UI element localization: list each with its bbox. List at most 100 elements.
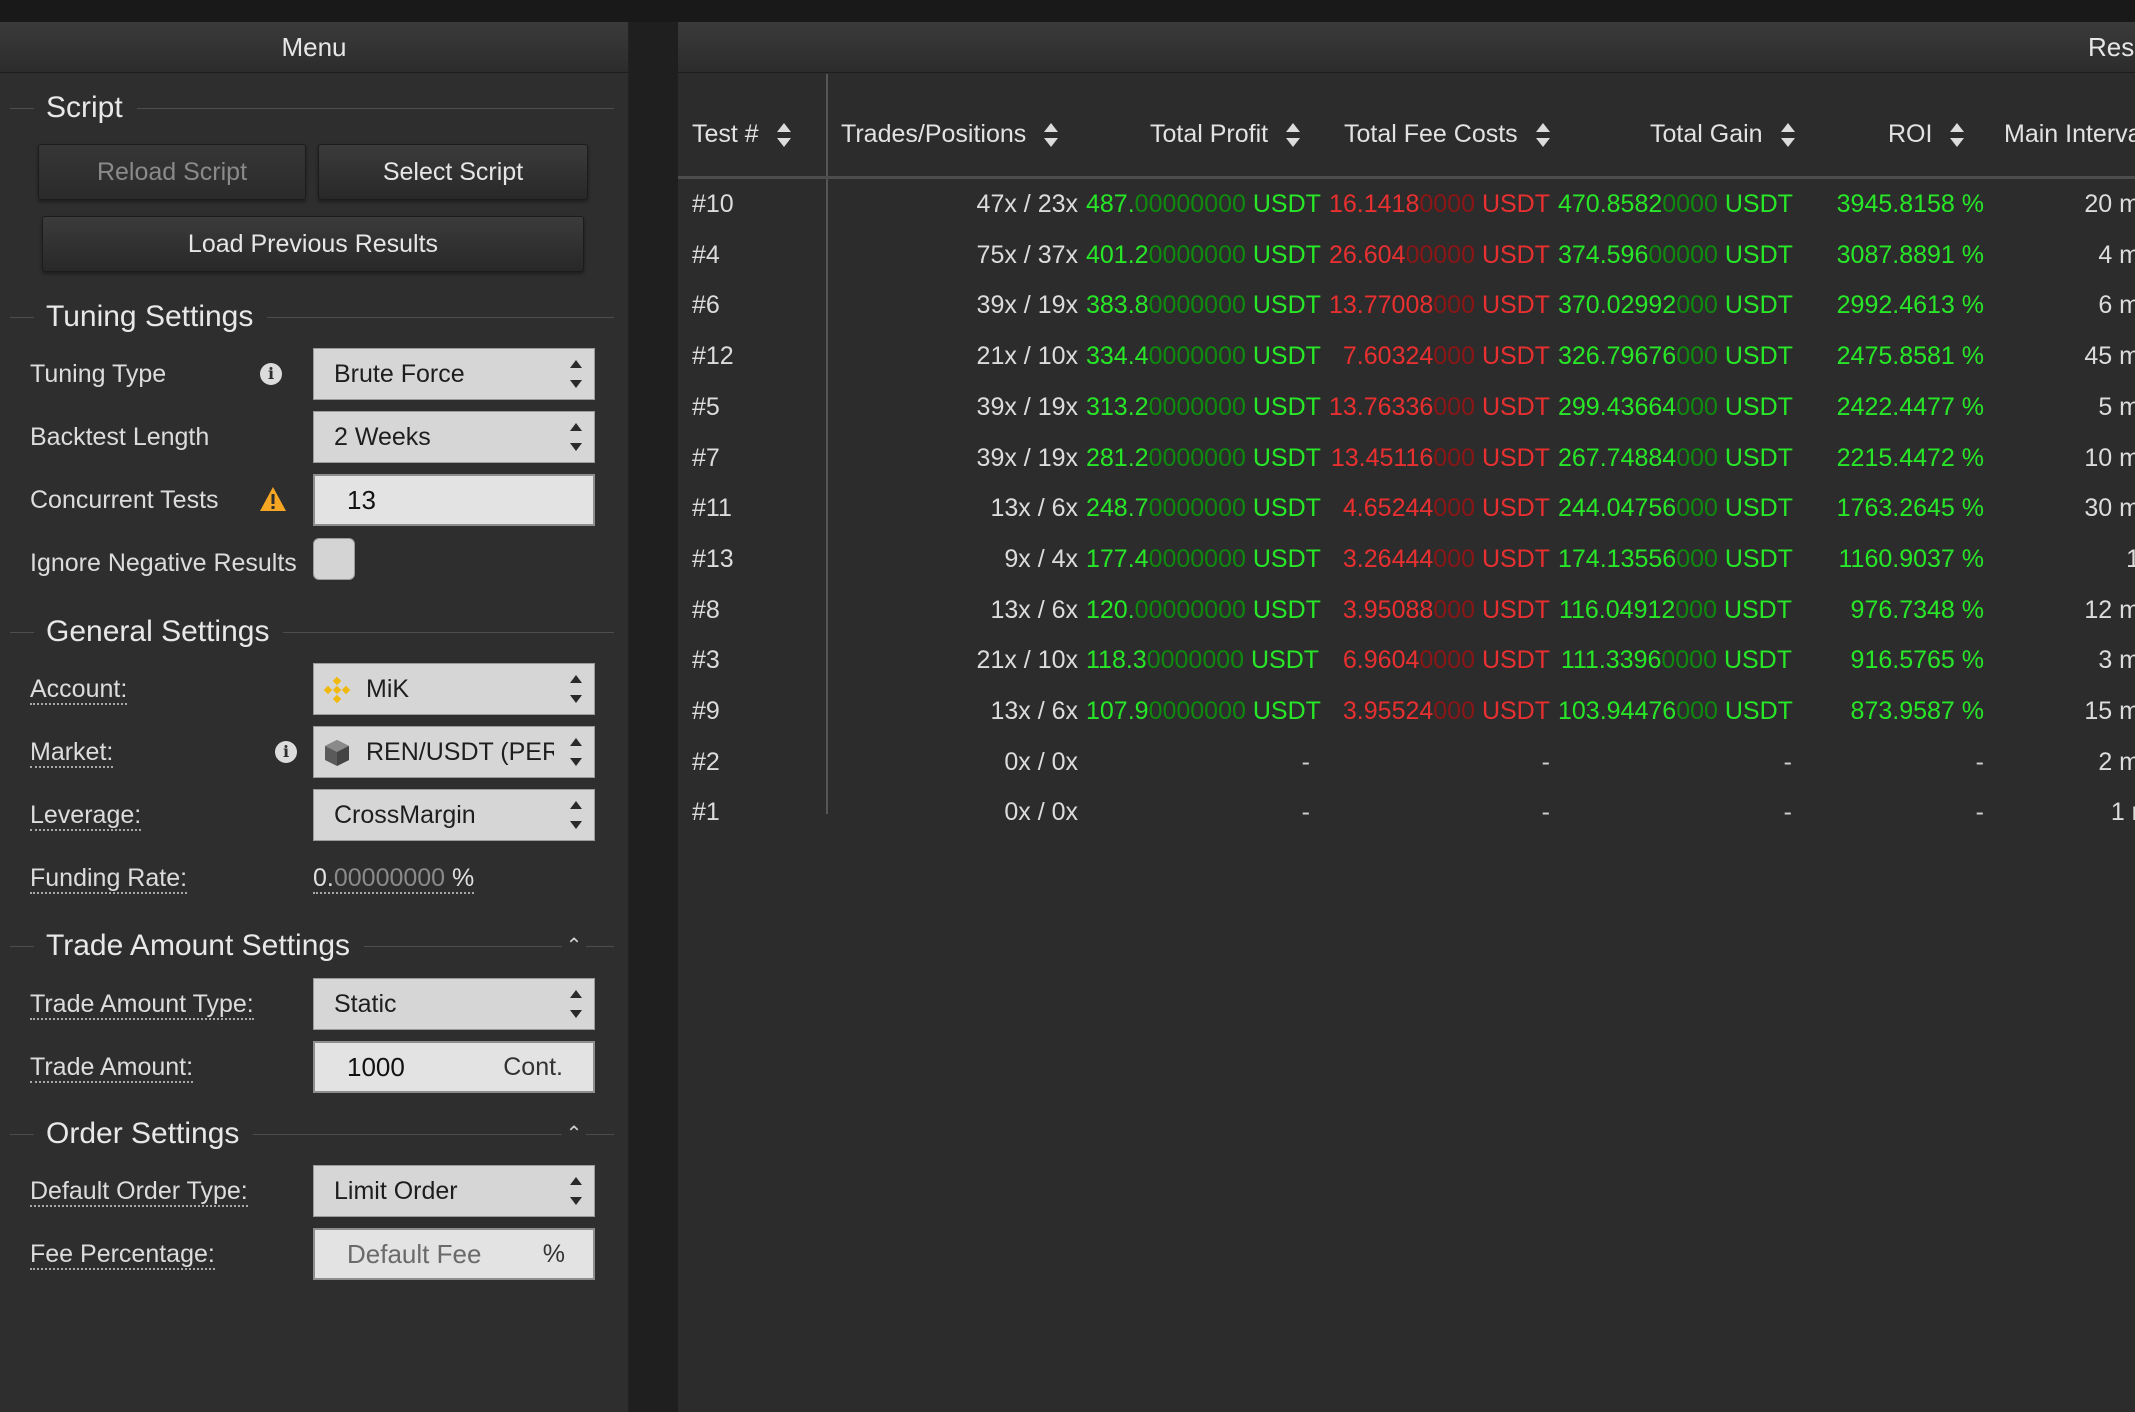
fee-percentage-label: Fee Percentage: — [30, 1228, 215, 1280]
backtest-length-value: 2 Weeks — [334, 423, 431, 451]
ignore-negative-checkbox[interactable] — [313, 538, 355, 580]
account-select[interactable]: MiK — [313, 663, 595, 715]
cell-total-fee: 7.60324000 USDT — [1342, 342, 1550, 371]
fee-percentage-input[interactable]: Default Fee % — [313, 1228, 595, 1280]
cell-total-gain: 374.59600000 USDT — [1558, 240, 1793, 269]
cell-total-fee: 13.76336000 USDT — [1329, 392, 1550, 421]
tuning-type-select[interactable]: Brute Force — [313, 348, 595, 400]
backtest-length-select[interactable]: 2 Weeks — [313, 411, 595, 463]
table-row[interactable]: #2 0x / 0x - - - - 2 m — [678, 737, 2135, 788]
section-general: General Settings — [0, 612, 628, 652]
select-script-button[interactable]: Select Script — [318, 144, 588, 200]
cell-total-gain: 103.94476000 USDT — [1558, 697, 1793, 725]
default-order-type-value: Limit Order — [334, 1177, 458, 1205]
cell-total-fee: 3.95524000 USDT — [1342, 697, 1550, 725]
table-row[interactable]: #1 0x / 0x - - - - 1 r — [678, 787, 2135, 838]
cell-roi: 3945.8158 % — [1836, 190, 1984, 218]
column-header-total-gain[interactable]: Total Gain — [1650, 106, 1795, 162]
cell-trades: 13x / 6x — [990, 595, 1078, 624]
table-row[interactable]: #10 47x / 23x 487.00000000 USDT 16.14180000… — [678, 179, 2135, 230]
section-trade-amount-title: Trade Amount Settings — [46, 926, 365, 966]
select-arrows-icon — [568, 988, 584, 1020]
column-header-test[interactable]: Test # — [692, 106, 791, 162]
section-order-title: Order Settings — [46, 1114, 254, 1154]
cell-trades: 13x / 6x — [990, 494, 1078, 523]
cell-test: #4 — [692, 240, 720, 269]
table-row[interactable]: #3 21x / 10x 118.30000000 USDT 6.96040000 U… — [678, 635, 2135, 686]
info-icon[interactable]: i — [275, 741, 297, 763]
cell-total-fee: 3.95088000 USDT — [1342, 595, 1550, 624]
column-header-main-interval[interactable]: Main Interva — [2004, 120, 2135, 148]
backtest-length-label: Backtest Length — [30, 423, 210, 451]
cell-trades: 39x / 19x — [976, 291, 1078, 320]
select-arrows-icon — [568, 673, 584, 705]
trade-amount-input[interactable]: 1000 Cont. — [313, 1041, 595, 1093]
load-previous-results-button[interactable]: Load Previous Results — [42, 216, 584, 272]
cell-roi: 2215.4472 % — [1836, 443, 1984, 472]
cell-interval: 1 — [2126, 544, 2135, 573]
sort-icon[interactable] — [1044, 123, 1059, 148]
leverage-select[interactable]: CrossMargin — [313, 789, 595, 841]
sort-icon[interactable] — [1950, 123, 1965, 148]
default-order-type-select[interactable]: Limit Order — [313, 1165, 595, 1217]
cell-trades: 47x / 23x — [976, 190, 1078, 218]
collapse-up-icon[interactable]: ⌃ — [562, 1120, 586, 1148]
table-row[interactable]: #8 13x / 6x 120.00000000 USDT 3.95088000 US… — [678, 585, 2135, 636]
cell-total-gain: 470.85820000 USDT — [1558, 190, 1793, 218]
cell-interval: 20 m — [2084, 190, 2135, 218]
column-header-total-fee-costs[interactable]: Total Fee Costs — [1344, 106, 1550, 162]
concurrent-tests-input[interactable]: 13 — [313, 474, 595, 526]
fee-percentage-suffix: % — [542, 1240, 565, 1268]
cell-total-gain: 116.04912000 USDT — [1558, 595, 1792, 624]
collapse-up-icon[interactable]: ⌃ — [562, 932, 586, 960]
section-general-title: General Settings — [46, 612, 284, 652]
select-arrows-icon — [568, 421, 584, 453]
column-header-roi[interactable]: ROI — [1888, 106, 1965, 162]
select-arrows-icon — [568, 736, 584, 768]
default-order-type-label-text: Default Order Type: — [30, 1177, 248, 1207]
cell-test: #13 — [692, 544, 734, 573]
cell-trades: 75x / 37x — [976, 240, 1078, 269]
cell-test: #6 — [692, 291, 720, 320]
binance-icon — [323, 676, 351, 704]
cell-test: #5 — [692, 392, 720, 421]
column-header-total-profit[interactable]: Total Profit — [1150, 106, 1301, 162]
tuning-type-value: Brute Force — [334, 360, 465, 388]
cell-roi: - — [1975, 747, 1984, 776]
table-row[interactable]: #9 13x / 6x 107.90000000 USDT 3.95524000 US… — [678, 686, 2135, 737]
cell-total-profit: 281.20000000 USDT — [1086, 443, 1321, 472]
market-select[interactable]: REN/USDT (PERP — [313, 726, 595, 778]
info-icon[interactable]: i — [260, 363, 282, 385]
tuning-type-label: Tuning Type — [30, 360, 167, 388]
sort-icon[interactable] — [1535, 123, 1550, 148]
select-arrows-icon — [568, 799, 584, 831]
trade-amount-type-label-text: Trade Amount Type: — [30, 990, 254, 1020]
funding-rate-value[interactable]: 0.00000000 % — [313, 852, 475, 904]
cell-total-profit: 107.90000000 USDT — [1086, 697, 1321, 725]
table-row[interactable]: #13 9x / 4x 177.40000000 USDT 3.26444000 US… — [678, 534, 2135, 585]
table-row[interactable]: #4 75x / 37x 401.20000000 USDT 26.60400000 … — [678, 230, 2135, 281]
sort-icon[interactable] — [1286, 123, 1301, 148]
sort-icon[interactable] — [776, 123, 791, 148]
table-row[interactable]: #5 39x / 19x 313.20000000 USDT 13.76336000 … — [678, 382, 2135, 433]
reload-script-button[interactable]: Reload Script — [38, 144, 306, 200]
trade-amount-type-select[interactable]: Static — [313, 978, 595, 1030]
cell-total-profit: 248.70000000 USDT — [1086, 494, 1321, 523]
cell-total-fee: 16.14180000 USDT — [1329, 190, 1550, 218]
trade-amount-label: Trade Amount: — [30, 1041, 194, 1093]
table-row[interactable]: #12 21x / 10x 334.40000000 USDT 7.60324000 … — [678, 331, 2135, 382]
cell-test: #1 — [692, 798, 720, 827]
fee-percentage-label-text: Fee Percentage: — [30, 1240, 215, 1270]
cell-total-profit: 334.40000000 USDT — [1086, 342, 1321, 371]
table-row[interactable]: #6 39x / 19x 383.80000000 USDT 13.77008000 … — [678, 280, 2135, 331]
column-header-trades[interactable]: Trades/Positions — [841, 106, 1059, 162]
cell-roi: 2992.4613 % — [1836, 291, 1984, 320]
sort-icon[interactable] — [1780, 123, 1795, 148]
table-row[interactable]: #11 13x / 6x 248.70000000 USDT 4.65244000 U… — [678, 483, 2135, 534]
cell-interval: 45 m — [2084, 342, 2135, 371]
table-row[interactable]: #7 39x / 19x 281.20000000 USDT 13.45116000 … — [678, 433, 2135, 484]
cell-total-profit: 313.20000000 USDT — [1086, 392, 1321, 421]
cell-total-profit: 118.30000000 USDT — [1086, 646, 1320, 675]
funding-rate-unit: % — [445, 864, 475, 892]
cell-total-gain: 174.13556000 USDT — [1558, 544, 1793, 573]
